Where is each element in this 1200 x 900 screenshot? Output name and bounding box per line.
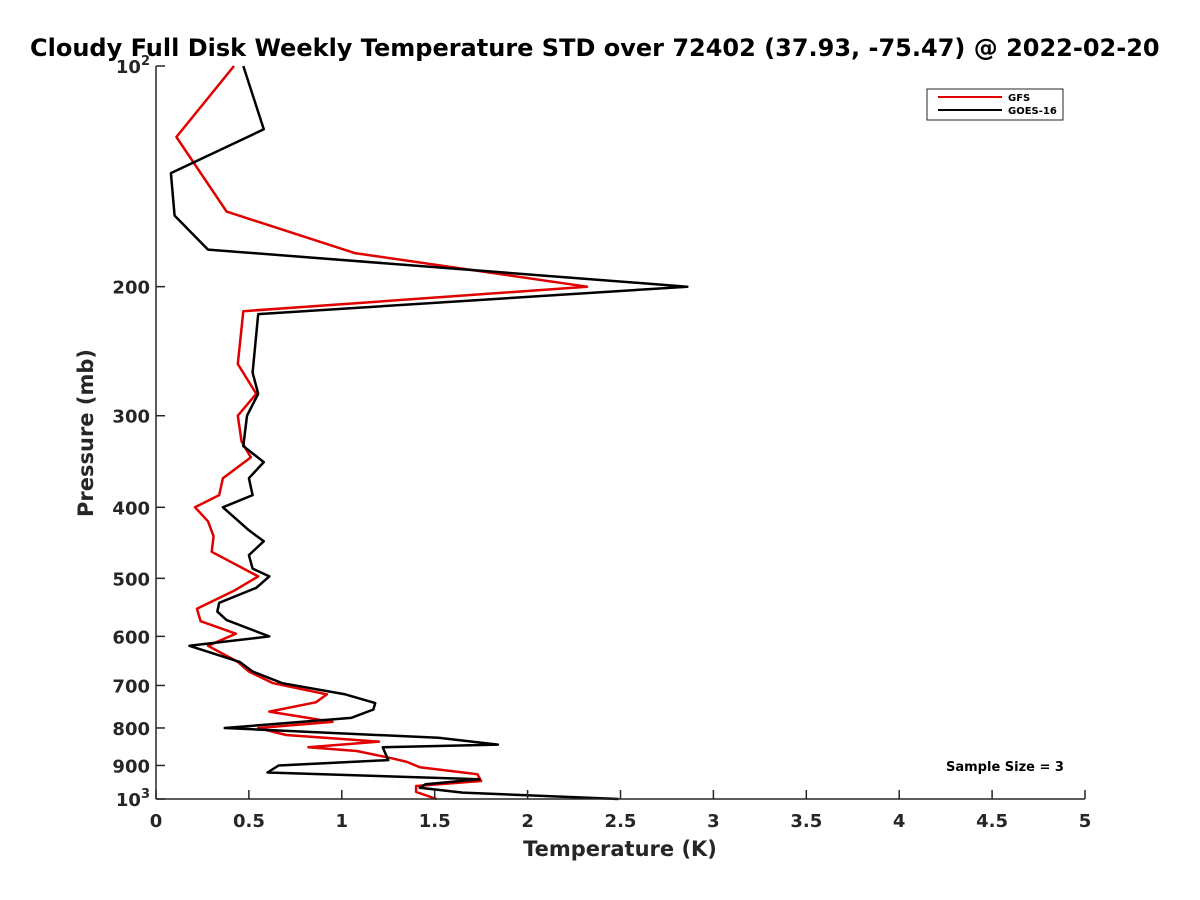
legend: GFS GOES-16: [926, 88, 1064, 121]
y-tick-label: 800: [112, 719, 150, 740]
x-tick-label: 2.5: [605, 811, 637, 832]
y-axis-label: Pressure (mb): [74, 349, 98, 517]
x-tick-label: 0: [150, 811, 163, 832]
sample-size-annotation: Sample Size = 3: [946, 760, 1064, 775]
x-tick-label: 3: [707, 811, 720, 832]
x-tick-label: 4.5: [976, 811, 1008, 832]
chart-title: Cloudy Full Disk Weekly Temperature STD …: [30, 34, 1160, 62]
series-line-gfs: [175, 65, 589, 801]
y-tick-label: 600: [112, 627, 150, 648]
legend-label-gfs: GFS: [1008, 93, 1030, 104]
legend-box: [926, 88, 1064, 121]
legend-label-goes16: GOES-16: [1008, 106, 1057, 117]
y-tick-label: 400: [112, 498, 150, 519]
x-tick-label: 2: [521, 811, 534, 832]
x-tick-label: 1.5: [419, 811, 451, 832]
y-tick-label: 900: [112, 756, 150, 777]
x-tick-label: 5: [1079, 811, 1092, 832]
y-tick-label: 300: [112, 407, 150, 428]
series-line-goes16: [169, 65, 689, 801]
x-tick-label: 0.5: [233, 811, 265, 832]
y-tick-label: 200: [112, 278, 150, 299]
series-layer: [169, 65, 689, 801]
y-tick-label: 700: [112, 676, 150, 697]
y-axis-ticks: 102 200 300 400 500 600 700 800 900 103: [112, 54, 165, 811]
x-tick-label: 1: [336, 811, 349, 832]
y-tick-label: 102: [116, 54, 150, 78]
plot-area: [156, 66, 1085, 799]
x-axis-ticks: 0 0.5 1 1.5 2 2.5 3 3.5 4 4.5 5: [150, 790, 1092, 832]
x-tick-label: 4: [893, 811, 906, 832]
y-tick-label: 103: [116, 787, 150, 811]
x-tick-label: 3.5: [790, 811, 822, 832]
x-axis-label: Temperature (K): [523, 837, 717, 861]
y-tick-label: 500: [112, 569, 150, 590]
